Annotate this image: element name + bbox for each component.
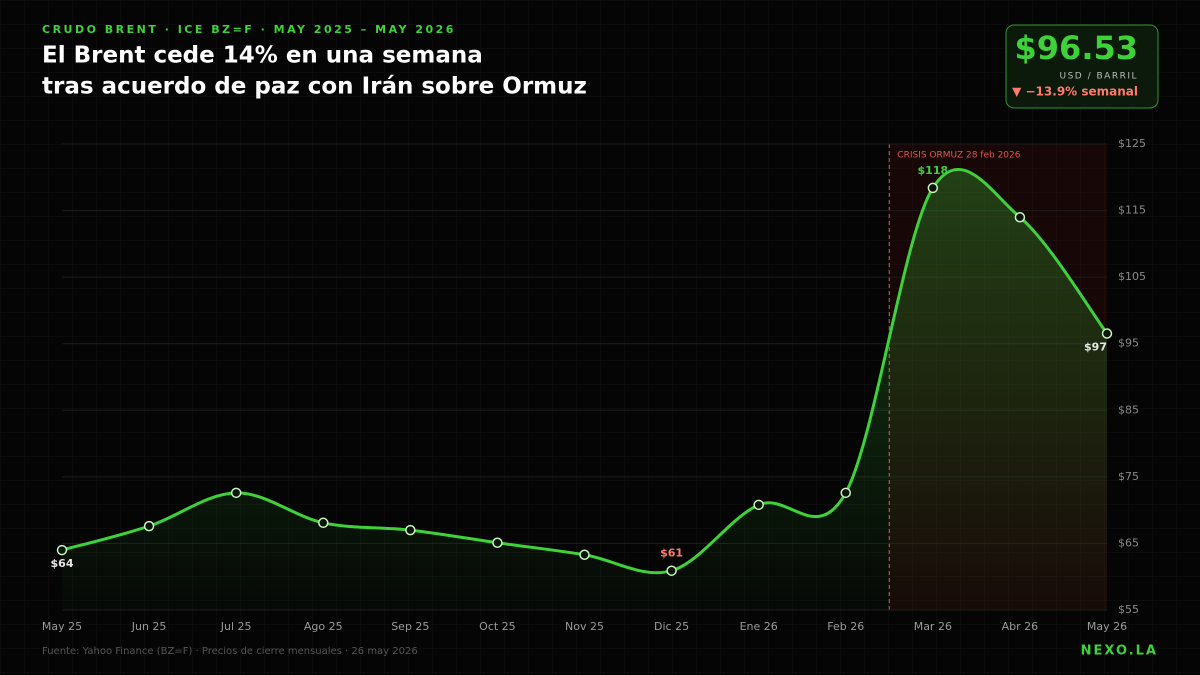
point [666,565,677,576]
x-tick-label: Dic 25 [654,620,689,633]
x-tick-label: Ago 25 [304,620,343,633]
point [230,487,242,499]
x-tick-label: Nov 25 [565,620,604,633]
price: $96.53 [1015,29,1138,67]
point [840,487,851,499]
x-tick-label: Oct 25 [479,620,516,633]
source: Fuente: Yahoo Finance (BZ=F) · Precios d… [42,646,418,657]
point [753,499,764,511]
brand: NEXO.LA [1081,644,1158,659]
point [1101,328,1113,339]
x-tick-label: Sep 25 [391,620,429,633]
kicker: CRUDO BRENT · ICE BZ=F · MAY 2025 – MAY … [42,23,456,36]
point [1014,211,1026,223]
x-tick-label: Ene 26 [740,620,778,633]
point [405,524,416,536]
line [61,167,1109,575]
value-label: $97 [1084,341,1107,354]
point [579,549,590,560]
value-label: $118 [918,164,949,177]
price-change: ▼ −13.9% semanal [1012,85,1138,99]
point [143,520,155,532]
chart-title: tras acuerdo de paz con Irán sobre Ormuz [42,74,587,100]
y-tick-label: $55 [1118,603,1139,616]
point [318,517,329,529]
y-tick-label: $65 [1118,536,1139,549]
point [492,537,503,549]
point [56,544,68,556]
y-tick-label: $105 [1118,270,1146,283]
point [927,182,939,194]
x-tick-label: Feb 26 [827,620,864,633]
y-tick-label: $75 [1118,470,1139,483]
price-unit: USD / BARRIL [1060,72,1139,82]
chart-title: El Brent cede 14% en una semana [42,43,483,69]
x-tick-label: May 25 [42,620,82,633]
x-tick-label: Abr 26 [1002,620,1039,633]
price-box [1005,24,1159,109]
y-tick-label: $95 [1118,337,1139,350]
y-tick-label: $115 [1118,204,1146,217]
value-label: $61 [660,547,683,560]
x-tick-label: May 26 [1087,620,1127,633]
value-label: $64 [51,557,74,570]
x-tick-label: Jul 25 [220,620,252,633]
y-tick-label: $85 [1118,403,1139,416]
y-tick-label: $125 [1118,137,1146,150]
x-tick-label: Mar 26 [914,620,952,633]
area [62,169,1107,610]
x-tick-label: Jun 25 [131,620,167,633]
annotation: CRISIS ORMUZ 28 feb 2026 [897,151,1020,161]
